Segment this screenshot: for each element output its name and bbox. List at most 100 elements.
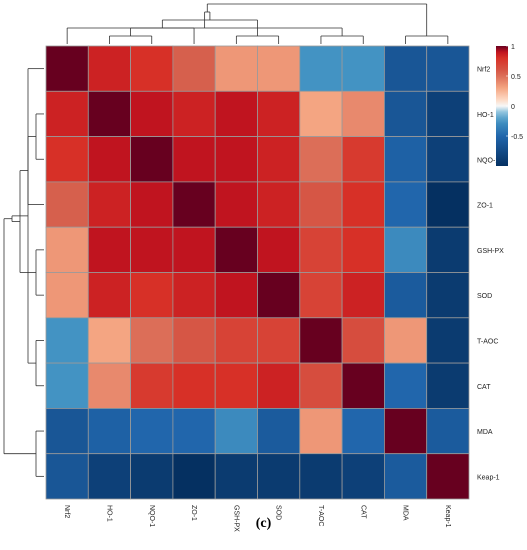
heatmap-cell-SOD-T-AOC <box>299 272 343 319</box>
heatmap-cell-CAT-HO-1 <box>87 362 132 409</box>
heatmap-cell-Keap-1-HO-1 <box>87 453 132 500</box>
heatmap-cell-MDA-MDA <box>383 407 428 455</box>
heatmap-cell-GSH-PX-Nrf2 <box>45 226 89 273</box>
row-label: HO-1 <box>477 112 494 119</box>
heatmap-cell-T-AOC-ZO-1 <box>172 317 216 364</box>
heatmap-cell-GSH-PX-GSH-PX <box>214 226 258 273</box>
heatmap-cell-Nrf2-NQO-1 <box>130 45 174 92</box>
heatmap-cell-T-AOC-Keap-1 <box>426 317 470 364</box>
heatmap-cell-T-AOC-CAT <box>341 317 385 364</box>
heatmap-cell-ZO-1-HO-1 <box>87 181 132 228</box>
row-label: Nrf2 <box>477 67 490 74</box>
heatmap-cell-Keap-1-GSH-PX <box>214 453 258 500</box>
heatmap-cell-ZO-1-ZO-1 <box>172 181 216 228</box>
heatmap-cell-SOD-SOD <box>257 272 301 319</box>
row-labels: Nrf2 HO-1 NQO-1 ZO-1 GSH-PX SOD T-AOC CAT MDA Kea… <box>477 67 504 482</box>
colorbar-tick-label: 1 <box>511 44 515 51</box>
heatmap-cell-NQO-1-CAT <box>341 136 385 183</box>
heatmap-cell-CAT-SOD <box>257 362 301 409</box>
heatmap-cell-SOD-Nrf2 <box>45 272 89 319</box>
column-label: MDA <box>402 505 409 521</box>
heatmap-cell-HO-1-Keap-1 <box>426 90 470 138</box>
heatmap-cell-GSH-PX-MDA <box>383 226 428 273</box>
colorbar: 1 0.5 0 -0.5 <box>496 44 523 166</box>
heatmap-cell-ZO-1-Nrf2 <box>45 181 89 228</box>
panel-label: (c) <box>255 516 272 531</box>
heatmap-cell-MDA-HO-1 <box>87 407 132 455</box>
heatmap-cell-ZO-1-Keap-1 <box>426 181 470 228</box>
column-label: ZO-1 <box>190 505 197 521</box>
heatmap-cell-NQO-1-NQO-1 <box>130 136 174 183</box>
heatmap-cell-NQO-1-ZO-1 <box>172 136 216 183</box>
heatmap-cell-CAT-ZO-1 <box>172 362 216 409</box>
row-label: T-AOC <box>477 338 498 345</box>
heatmap-cell-T-AOC-NQO-1 <box>130 317 174 364</box>
heatmap-cell-GSH-PX-Keap-1 <box>426 226 470 273</box>
heatmap-cell-SOD-CAT <box>341 272 385 319</box>
heatmap-cell-NQO-1-MDA <box>383 136 428 183</box>
heatmap-cell-MDA-Nrf2 <box>45 407 89 455</box>
heatmap-cell-HO-1-MDA <box>383 90 428 138</box>
heatmap-cell-HO-1-GSH-PX <box>214 90 258 138</box>
row-label: MDA <box>477 429 493 436</box>
column-label: GSH-PX <box>232 505 239 532</box>
heatmap-cell-ZO-1-CAT <box>341 181 385 228</box>
heatmap-cell-MDA-GSH-PX <box>214 407 258 455</box>
heatmap-cell-SOD-Keap-1 <box>426 272 470 319</box>
heatmap-cell-NQO-1-Nrf2 <box>45 136 89 183</box>
heatmap-cell-MDA-T-AOC <box>299 407 343 455</box>
heatmap-cell-GSH-PX-SOD <box>257 226 301 273</box>
heatmap-cell-ZO-1-T-AOC <box>299 181 343 228</box>
heatmap-cell-GSH-PX-NQO-1 <box>130 226 174 273</box>
heatmap-cell-CAT-Nrf2 <box>45 362 89 409</box>
column-label: Keap-1 <box>444 505 451 528</box>
column-label: T-AOC <box>317 505 324 526</box>
heatmap-cell-Keap-1-SOD <box>257 453 301 500</box>
heatmap-cell-HO-1-SOD <box>257 90 301 138</box>
heatmap-cell-Nrf2-T-AOC <box>299 45 343 92</box>
colorbar-tick-label: -0.5 <box>511 134 523 141</box>
row-dendrogram <box>3 68 44 477</box>
heatmap-cell-SOD-NQO-1 <box>130 272 174 319</box>
heatmap-cell-CAT-CAT <box>341 362 385 409</box>
heatmap-cells <box>45 45 470 500</box>
heatmap-cell-T-AOC-HO-1 <box>87 317 132 364</box>
heatmap-cell-ZO-1-GSH-PX <box>214 181 258 228</box>
heatmap-cell-GSH-PX-HO-1 <box>87 226 132 273</box>
heatmap-cell-T-AOC-MDA <box>383 317 428 364</box>
heatmap-cell-Keap-1-Keap-1 <box>426 453 470 500</box>
heatmap-cell-SOD-MDA <box>383 272 428 319</box>
colorbar-tick-label: 0.5 <box>511 74 521 81</box>
heatmap-cell-Nrf2-GSH-PX <box>214 45 258 92</box>
heatmap-cell-Keap-1-NQO-1 <box>130 453 174 500</box>
heatmap-cell-HO-1-ZO-1 <box>172 90 216 138</box>
heatmap-cell-T-AOC-Nrf2 <box>45 317 89 364</box>
heatmap-cell-Nrf2-SOD <box>257 45 301 92</box>
heatmap-cell-CAT-Keap-1 <box>426 362 470 409</box>
heatmap-cell-MDA-ZO-1 <box>172 407 216 455</box>
heatmap-cell-Nrf2-HO-1 <box>87 45 132 92</box>
heatmap-cell-MDA-NQO-1 <box>130 407 174 455</box>
heatmap-cell-NQO-1-SOD <box>257 136 301 183</box>
column-label: HO-1 <box>105 505 112 522</box>
column-label: SOD <box>275 505 282 520</box>
heatmap-cell-Keap-1-MDA <box>383 453 428 500</box>
row-label: NQO-1 <box>477 157 499 164</box>
heatmap-cell-HO-1-NQO-1 <box>130 90 174 138</box>
colorbar-tick-label: 0 <box>511 104 515 111</box>
heatmap-cell-MDA-CAT <box>341 407 385 455</box>
heatmap-cell-Nrf2-CAT <box>341 45 385 92</box>
row-label: Keap-1 <box>477 474 500 481</box>
heatmap-cell-SOD-HO-1 <box>87 272 132 319</box>
column-label: Nrf2 <box>63 505 70 518</box>
column-labels: Nrf2 HO-1 NQO-1 ZO-1 GSH-PX SOD T-AOC CAT MDA Kea… <box>63 505 451 532</box>
heatmap-cell-GSH-PX-CAT <box>341 226 385 273</box>
heatmap-cell-NQO-1-T-AOC <box>299 136 343 183</box>
heatmap-cell-Keap-1-Nrf2 <box>45 453 89 500</box>
heatmap-cell-T-AOC-GSH-PX <box>214 317 258 364</box>
heatmap-cell-HO-1-HO-1 <box>87 90 132 138</box>
column-label: CAT <box>359 505 366 519</box>
heatmap-cell-HO-1-Nrf2 <box>45 90 89 138</box>
row-label: SOD <box>477 293 492 300</box>
